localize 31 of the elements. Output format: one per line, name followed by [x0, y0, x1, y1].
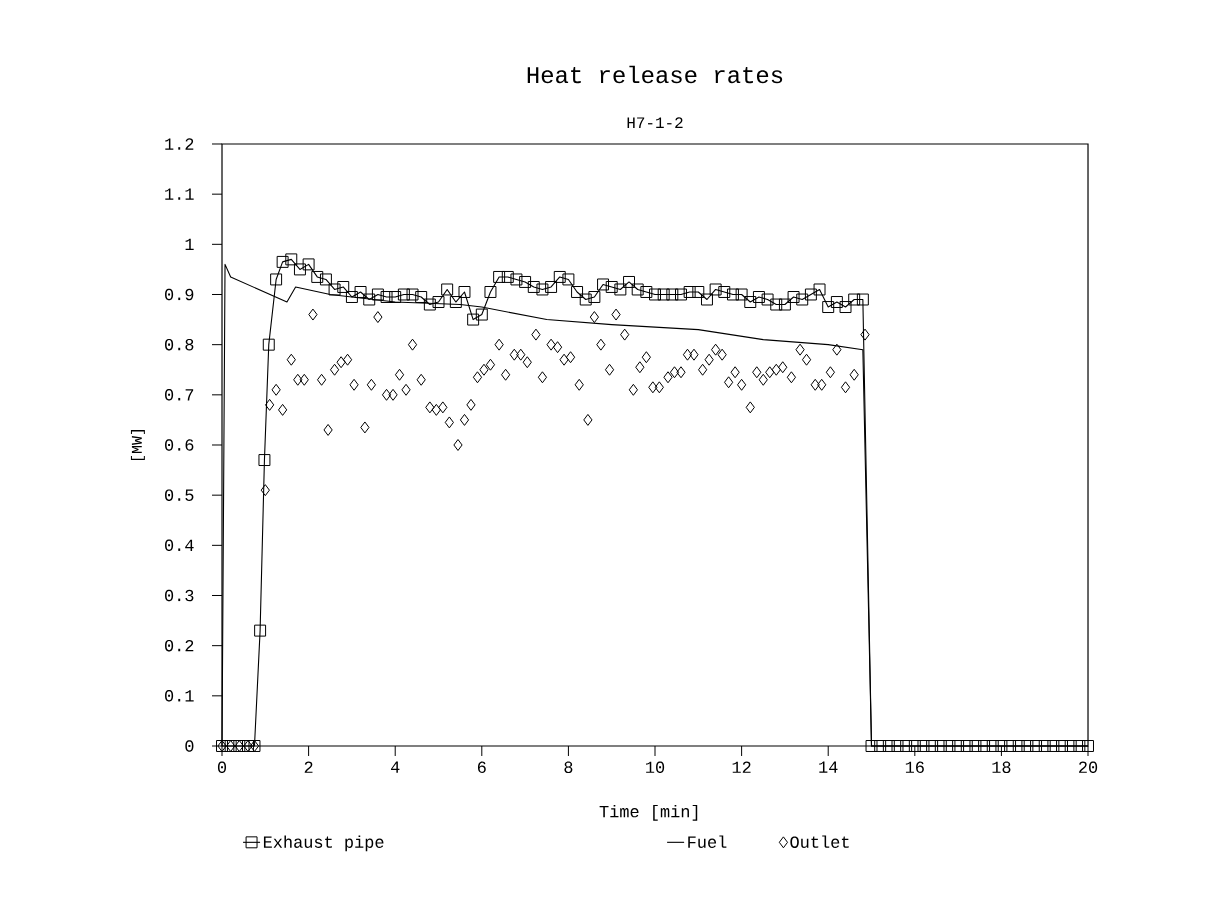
legend-label: Exhaust pipe — [263, 835, 384, 852]
x-axis-title: Time [min] — [599, 804, 698, 821]
y-tick-label: 0.8 — [165, 338, 194, 351]
chart-subtitle: H7-1-2 — [627, 117, 683, 128]
legend-label: Outlet — [790, 835, 849, 848]
x-tick-label: 2 — [304, 761, 313, 773]
x-tick-label: 8 — [564, 761, 573, 774]
y-tick-label: 0.1 — [165, 690, 194, 702]
y-tick-label: 1 — [185, 238, 194, 250]
chart-title: Heat release rates — [527, 65, 783, 84]
x-tick-label: 14 — [819, 761, 838, 773]
x-tick-label: 20 — [1079, 761, 1098, 774]
y-tick-label: 0.3 — [165, 589, 194, 602]
x-tick-label: 12 — [732, 761, 751, 773]
x-tick-label: 6 — [477, 761, 486, 774]
y-tick-label: 0.2 — [165, 639, 194, 652]
x-tick-label: 0 — [217, 761, 227, 774]
x-tick-label: 4 — [390, 761, 400, 773]
x-tick-label: 10 — [646, 761, 665, 774]
y-tick-label: 0.7 — [165, 389, 194, 401]
y-tick-label: 0.6 — [165, 439, 194, 451]
y-tick-label: 1.2 — [165, 138, 194, 150]
y-tick-label: 1.1 — [165, 188, 194, 200]
y-tick-label: 0.5 — [165, 489, 194, 501]
legend-label: Fuel — [688, 835, 727, 848]
x-tick-label: 18 — [992, 761, 1011, 774]
x-tick-label: 16 — [905, 761, 924, 774]
y-tick-label: 0.4 — [165, 539, 194, 552]
y-axis-title: [MW] — [130, 430, 145, 460]
y-tick-label: 0.9 — [165, 288, 194, 301]
y-tick-label: 0 — [185, 740, 194, 752]
